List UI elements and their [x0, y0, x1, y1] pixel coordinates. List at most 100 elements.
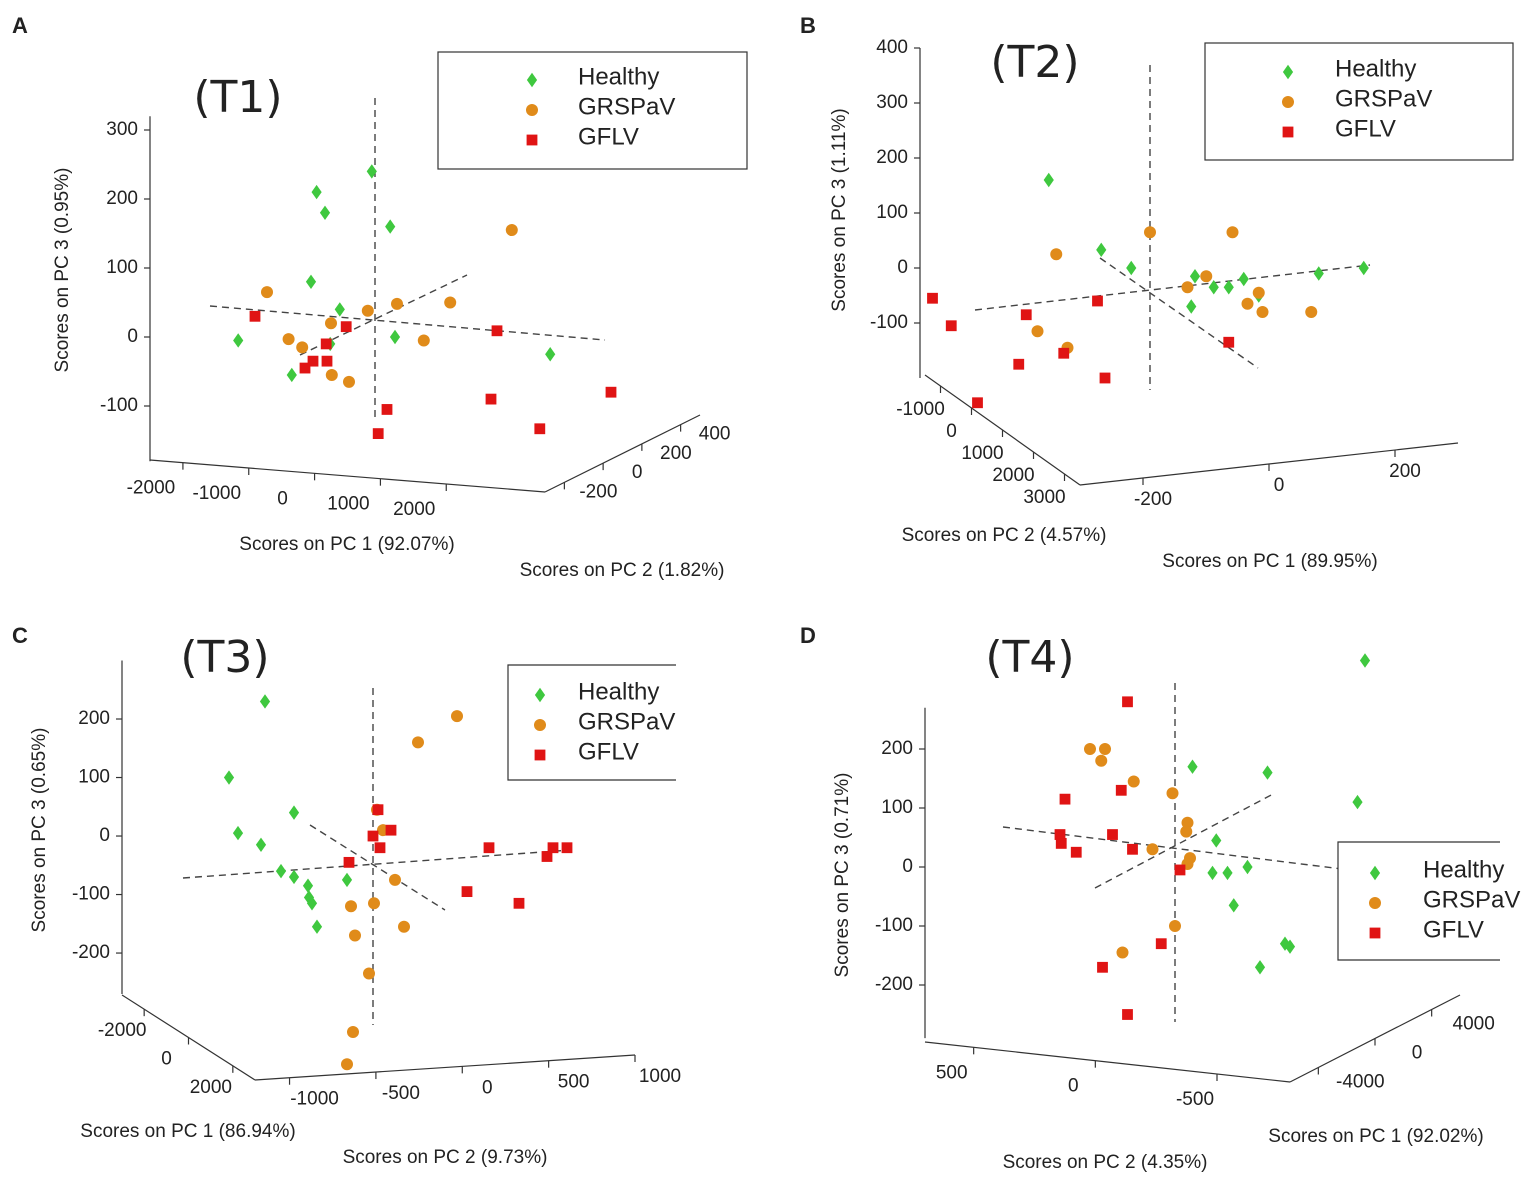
legend-label: Healthy: [1423, 856, 1504, 883]
legend-border: [1337, 841, 1500, 961]
circle-marker: [347, 1026, 359, 1039]
circle-marker: [341, 1058, 353, 1071]
z-tick-label: -100: [870, 312, 908, 333]
legend-label: Healthy: [578, 63, 659, 90]
square-marker: [1099, 372, 1111, 384]
diamond-marker: [1189, 269, 1201, 284]
z-axis-label: Scores on PC 3 (1.11%): [829, 108, 850, 311]
axis-tick-label: -1000: [896, 399, 945, 420]
square-marker: [1059, 793, 1071, 805]
axis-tick-label: 200: [660, 443, 692, 464]
axis-tick-label: -200: [579, 481, 617, 502]
square-marker: [1013, 358, 1025, 370]
diamond-marker: [1238, 271, 1249, 287]
axis-tick-label: -1000: [290, 1089, 339, 1110]
legend-label: GRSPaV: [578, 708, 675, 735]
square-marker: [367, 830, 379, 842]
z-tick-label: 200: [881, 738, 913, 759]
diamond-marker: [232, 825, 244, 841]
diamond-marker: [275, 863, 287, 879]
diamond-marker: [233, 333, 244, 348]
diamond-marker: [1369, 865, 1381, 881]
circle-marker: [325, 317, 337, 330]
square-marker: [1174, 864, 1186, 876]
z-tick-label: 200: [106, 188, 138, 209]
legend-border: [507, 664, 676, 781]
circle-marker: [1181, 816, 1194, 829]
diamond-marker: [1222, 865, 1233, 881]
axis-label: Scores on PC 1 (86.94%): [80, 1121, 295, 1142]
axis-tick-label: -2000: [98, 1020, 147, 1041]
circle-marker: [1166, 787, 1179, 800]
circle-marker: [389, 873, 401, 886]
square-marker: [561, 842, 573, 854]
axis-tick-label: 400: [699, 424, 731, 445]
legend-label: Healthy: [1335, 55, 1416, 82]
diamond-marker: [1262, 765, 1273, 780]
square-marker: [1122, 1009, 1133, 1020]
square-marker: [491, 325, 503, 337]
axis-tick-label: 0: [1412, 1043, 1423, 1064]
axis-tick-label: 0: [161, 1049, 172, 1070]
circle-marker: [1099, 743, 1111, 755]
legend-label: GRSPaV: [578, 93, 675, 120]
circle-marker: [345, 900, 357, 913]
axis-tick-label: -1000: [192, 483, 241, 504]
circle-marker: [1050, 248, 1063, 261]
z-tick-label: 100: [106, 257, 138, 278]
circle-marker: [526, 104, 538, 116]
z-tick-label: 0: [99, 825, 110, 846]
circle-marker: [505, 224, 518, 237]
z-axis-label: Scores on PC 3 (0.95%): [52, 168, 73, 373]
circle-marker: [451, 710, 463, 723]
axis-tick-label: -2000: [127, 478, 176, 499]
square-marker: [1055, 838, 1067, 849]
legend-label: GFLV: [578, 123, 639, 150]
z-tick-label: -100: [100, 395, 138, 416]
circle-marker: [1252, 286, 1265, 299]
z-tick-label: 0: [897, 257, 908, 278]
circle-marker: [1146, 843, 1159, 856]
square-marker: [321, 355, 333, 367]
diamond-marker: [385, 219, 396, 234]
square-marker: [1122, 696, 1133, 708]
axis-tick-label: 0: [277, 488, 288, 509]
square-marker: [534, 423, 546, 435]
diamond-marker: [1207, 865, 1218, 881]
axis-tick-label: -500: [1176, 1089, 1214, 1110]
axis-tick-label: 0: [1068, 1076, 1079, 1097]
circle-marker: [417, 334, 430, 347]
axis-tick-label: -4000: [1336, 1072, 1385, 1093]
axis-label: Scores on PC 2 (9.73%): [343, 1147, 548, 1168]
diamond-marker: [305, 274, 317, 289]
square-marker: [1155, 938, 1167, 950]
axis-tick-label: 500: [936, 1062, 968, 1083]
diamond-marker: [1352, 794, 1363, 810]
circle-marker: [325, 368, 338, 381]
circle-marker: [343, 375, 355, 388]
circle-marker: [1305, 306, 1318, 318]
square-marker: [927, 292, 938, 304]
square-marker: [374, 842, 386, 854]
axis-label: Scores on PC 2 (4.57%): [902, 525, 1107, 546]
circle-marker: [282, 333, 295, 346]
square-marker: [461, 886, 473, 898]
reference-line: [209, 305, 606, 341]
z-axis-label: Scores on PC 3 (0.65%): [29, 728, 50, 933]
horizontal-axis: [149, 459, 546, 493]
reference-line: [182, 849, 571, 879]
diamond-marker: [1358, 260, 1369, 276]
diamond-marker: [1228, 898, 1239, 913]
diamond-marker: [1282, 64, 1294, 80]
z-tick-label: 300: [876, 92, 908, 113]
circle-marker: [1095, 754, 1108, 767]
diamond-marker: [366, 164, 377, 179]
circle-marker: [412, 736, 424, 749]
z-tick-label: -200: [875, 974, 913, 995]
axis-tick-label: -500: [382, 1083, 420, 1104]
panel-letter: D: [800, 623, 816, 648]
z-axis-label: Scores on PC 3 (0.71%): [832, 773, 853, 978]
diamond-marker: [389, 329, 401, 345]
square-marker: [1115, 784, 1127, 796]
axis-tick-label: 500: [558, 1072, 590, 1093]
